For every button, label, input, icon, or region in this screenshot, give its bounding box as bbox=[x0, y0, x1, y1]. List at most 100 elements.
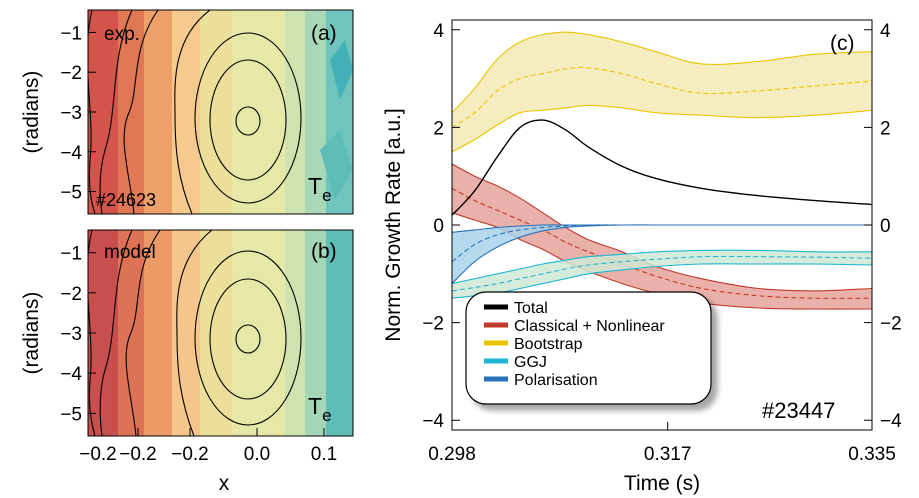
x-tick-label: 0.317 bbox=[644, 444, 692, 465]
heatmap-patch bbox=[320, 130, 353, 200]
y-tick-label: −4 bbox=[60, 364, 82, 385]
legend-label: Polarisation bbox=[514, 372, 598, 389]
quantity-label: Te bbox=[308, 173, 332, 205]
heatmap-band bbox=[144, 230, 174, 436]
contour-line bbox=[88, 10, 96, 214]
heatmap-band bbox=[326, 230, 353, 436]
y-axis-label-c: Norm. Growth Rate [a.u.] bbox=[382, 108, 405, 341]
y-tick-label: −5 bbox=[60, 404, 82, 425]
contour-line bbox=[235, 106, 261, 136]
panel-label: (b) bbox=[311, 240, 337, 263]
y-ticks-b: −1 −2 −3 −4 −5 bbox=[60, 244, 96, 425]
shot-label: #23447 bbox=[762, 398, 835, 423]
y-tick-label-right: −4 bbox=[880, 411, 902, 432]
heatmap-band bbox=[118, 10, 148, 214]
y-tick-label-right: −2 bbox=[880, 314, 902, 335]
y-ticks-a: −1 −2 −3 −4 −5 bbox=[60, 23, 96, 204]
panel-c: 4 4 2 2 0 0 −2 −2 −4 −4 0.298 0.317 0.335 (c) #23447… bbox=[382, 19, 902, 495]
series-band bbox=[452, 224, 872, 284]
x-tick-label: −0.2 bbox=[79, 444, 117, 465]
quantity-sub: e bbox=[322, 186, 331, 205]
y-tick-label: −1 bbox=[60, 23, 82, 44]
x-axis-label-c: Time (s) bbox=[624, 472, 700, 495]
y-tick-label: −2 bbox=[60, 284, 82, 305]
corner-label: model bbox=[104, 242, 156, 263]
series-band bbox=[452, 250, 872, 299]
heatmap-band bbox=[144, 10, 174, 214]
y-tick-label: −2 bbox=[60, 63, 82, 84]
heatmap-band bbox=[200, 10, 235, 214]
y-tick-label: −1 bbox=[60, 244, 82, 265]
x-tick-label: −0.2 bbox=[171, 444, 209, 465]
series-band bbox=[452, 32, 872, 152]
contour-line bbox=[209, 59, 287, 181]
quantity-label: Te bbox=[308, 393, 332, 425]
contour-line bbox=[125, 230, 161, 436]
panel-label: (a) bbox=[311, 22, 337, 45]
quantity-sub: e bbox=[322, 406, 331, 425]
legend-label: GGJ bbox=[514, 354, 547, 371]
x-axis-label-b: x bbox=[219, 472, 230, 495]
heatmap-band bbox=[200, 230, 235, 436]
series-line bbox=[452, 66, 872, 128]
series-line bbox=[452, 119, 872, 216]
contour-line bbox=[194, 250, 302, 426]
y-tick-label: 2 bbox=[433, 118, 444, 139]
contour-line bbox=[99, 10, 133, 214]
contour-line bbox=[174, 10, 211, 214]
series-band-edge bbox=[452, 163, 872, 292]
quantity-main: T bbox=[308, 173, 322, 199]
panel-b: −1−2−3−4−5 −0.2 −0.2 0.0 0.1−0.2 model (b) … bbox=[20, 229, 354, 495]
x-tick-label: −0.2 bbox=[119, 444, 157, 465]
contour-line bbox=[176, 230, 213, 436]
y-tick-label: 4 bbox=[433, 21, 444, 42]
legend-label: Bootstrap bbox=[514, 336, 583, 353]
heatmap-band bbox=[118, 230, 148, 436]
heatmap-band bbox=[232, 230, 287, 436]
series-line bbox=[452, 224, 872, 263]
y-tick-label: −4 bbox=[60, 143, 82, 164]
y-tick-label: −4 bbox=[422, 411, 444, 432]
y-tick-label-right: 4 bbox=[880, 21, 891, 42]
contour-line bbox=[99, 230, 133, 436]
heatmap-band bbox=[305, 10, 330, 214]
heatmap-band bbox=[172, 10, 202, 214]
contour-line bbox=[123, 10, 159, 214]
axis-ticks-c: 4 4 2 2 0 0 −2 −2 −4 −4 0.298 0.317 0.335 bbox=[422, 21, 902, 465]
y-tick-label-right: 2 bbox=[880, 118, 891, 139]
heatmap-patch bbox=[330, 40, 353, 100]
series-band-edge bbox=[452, 31, 872, 114]
heatmap-b bbox=[88, 230, 353, 436]
contour-line bbox=[194, 32, 302, 204]
legend-box bbox=[465, 291, 712, 405]
x-tick-label: 0.0 bbox=[244, 444, 270, 465]
x-tick-label: 0.335 bbox=[848, 444, 896, 465]
heatmap-band bbox=[305, 230, 330, 436]
y-tick-label-right: 0 bbox=[880, 216, 891, 237]
series-band-edge bbox=[452, 104, 872, 153]
series-band bbox=[452, 164, 872, 310]
series-line bbox=[452, 187, 872, 299]
corner-label: exp. bbox=[104, 24, 140, 45]
legend-label: Total bbox=[514, 300, 548, 317]
y-tick-label: −3 bbox=[60, 103, 82, 124]
plot-area-c bbox=[452, 31, 872, 310]
series-line bbox=[452, 255, 872, 292]
y-tick-label: 0 bbox=[433, 216, 444, 237]
y-tick-label: −3 bbox=[60, 324, 82, 345]
quantity-main: T bbox=[308, 393, 322, 419]
series-band-edge bbox=[452, 249, 872, 285]
y-tick-label: −2 bbox=[422, 314, 444, 335]
contour-line bbox=[235, 324, 261, 354]
heatmap-a bbox=[88, 10, 353, 214]
heatmap-band bbox=[232, 10, 287, 214]
x-tick-label: 0.1 bbox=[311, 444, 337, 465]
x-tick-label: 0.298 bbox=[428, 444, 476, 465]
y-axis-label-b: (radians) bbox=[20, 292, 43, 375]
contour-line bbox=[88, 230, 96, 436]
y-axis-label-a: (radians) bbox=[20, 71, 43, 154]
x-ticks-b: −0.2 −0.2 0.0 0.1−0.2 bbox=[79, 428, 337, 465]
